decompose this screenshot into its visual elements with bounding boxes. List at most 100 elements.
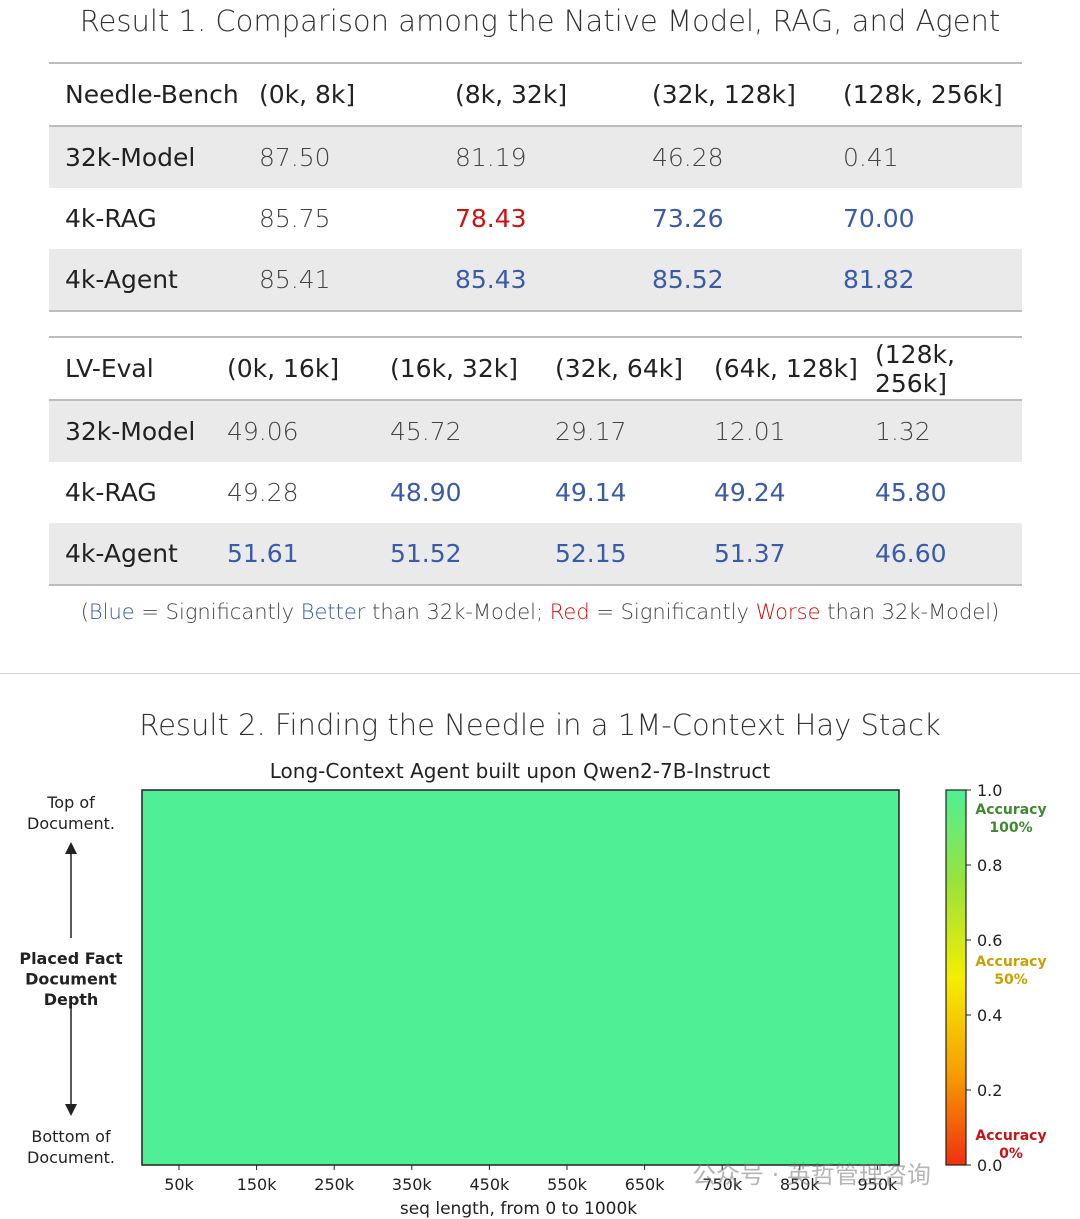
legend-blue: Blue [88, 600, 135, 624]
colorbar-tick-label: 0.2 [977, 1081, 1002, 1100]
row-label: 32k-Model [49, 400, 227, 462]
y-label-bottom: Bottom of [31, 1127, 111, 1146]
colorbar-tick-label: 0.8 [977, 856, 1002, 875]
x-tick-label: 750k [702, 1175, 743, 1194]
column-header: (32k, 64k] [555, 354, 683, 383]
colorbar-annotation: Accuracy [975, 954, 1046, 970]
table-cell: 12.01 [714, 400, 875, 462]
legend-better: Better [300, 600, 366, 624]
table-cell: 48.90 [390, 478, 462, 507]
column-header: (128k, 256k] [843, 80, 1003, 109]
table-cell: 46.60 [875, 523, 1022, 585]
table-header-row: Needle-Bench (0k, 8k] (8k, 32k] (32k, 128k]… [49, 63, 1022, 126]
legend-red: Red [549, 600, 590, 624]
colorbar-annotation: 0% [999, 1146, 1023, 1162]
x-tick-label: 150k [237, 1175, 278, 1194]
row-label: 4k-Agent [49, 523, 227, 585]
colorbar [945, 789, 967, 1166]
x-tick-label: 450k [469, 1175, 510, 1194]
x-tick-label: 350k [392, 1175, 433, 1194]
x-axis-label: seq length, from 0 to 1000k [400, 1199, 637, 1219]
column-header: (16k, 32k] [390, 354, 518, 383]
table-cell: 49.28 [227, 478, 299, 507]
row-label: 4k-RAG [65, 478, 157, 507]
table-cell: 70.00 [843, 204, 915, 233]
result2-title: Result 2. Finding the Needle in a 1M-Con… [139, 708, 941, 742]
column-header: (0k, 8k] [259, 80, 356, 109]
significance-legend: (Blue = Significantly Better than 32k-Mo… [0, 600, 1080, 624]
table-row: 32k-Model 87.50 81.19 46.28 0.41 [49, 126, 1022, 188]
colorbar-tick-label: 0.6 [977, 931, 1002, 950]
y-label-mid: Placed Fact [19, 949, 123, 968]
table-cell: 51.52 [390, 523, 555, 585]
legend-text-3: = Significantly [589, 600, 756, 624]
y-label-mid: Document [25, 970, 117, 989]
arrow-up-icon [65, 842, 77, 854]
table-cell: 49.24 [714, 478, 786, 507]
row-label: 32k-Model [49, 126, 259, 188]
row-label: 4k-Agent [49, 249, 259, 311]
heatmap-chart: Long-Context Agent built upon Qwen2-7B-I… [19, 759, 1046, 1219]
table-cell: 87.50 [259, 126, 455, 188]
legend-text-1: = Significantly [134, 600, 301, 624]
table-cell: 85.43 [455, 249, 652, 311]
column-header: LV-Eval [65, 354, 154, 383]
x-tick-label: 650k [625, 1175, 666, 1194]
table-row: 4k-Agent 51.61 51.52 52.15 51.37 46.60 [49, 523, 1022, 585]
column-header: (8k, 32k] [455, 80, 568, 109]
table-cell: 49.14 [555, 478, 627, 507]
table-cell: 78.43 [455, 204, 527, 233]
colorbar-annotation: 100% [989, 820, 1032, 836]
row-label: 4k-RAG [65, 204, 157, 233]
column-header: (128k, 256k] [875, 339, 955, 398]
x-tick-label: 950k [857, 1175, 898, 1194]
table-row: 4k-RAG 85.75 78.43 73.26 70.00 [49, 188, 1022, 249]
table-cell: 51.61 [227, 523, 390, 585]
y-label-top: Document. [27, 814, 115, 833]
table-cell: 1.32 [875, 400, 1022, 462]
colorbar-tick-label: 1.0 [977, 781, 1002, 800]
x-tick-label: 50k [164, 1175, 194, 1194]
table-cell: 52.15 [555, 523, 714, 585]
table-header-row: LV-Eval (0k, 16k] (16k, 32k] (32k, 64k] (64k… [49, 337, 1022, 400]
y-label-bottom: Document. [27, 1148, 115, 1167]
x-tick-label: 250k [314, 1175, 355, 1194]
table-cell: 51.37 [714, 523, 875, 585]
legend-end: than 32k-Model) [820, 600, 1000, 624]
column-header: (0k, 16k] [227, 354, 340, 383]
section-divider [0, 673, 1080, 674]
table-cell: 49.06 [227, 400, 390, 462]
legend-text-2: than 32k-Model; [365, 600, 550, 624]
y-label-top: Top of [46, 793, 95, 812]
table-cell: 73.26 [652, 204, 724, 233]
colorbar-annotation: 50% [994, 972, 1028, 988]
table-cell: 81.82 [843, 249, 1022, 311]
colorbar-tick-label: 0.0 [977, 1156, 1002, 1175]
arrow-down-icon [65, 1104, 77, 1116]
table-row: 32k-Model 49.06 45.72 29.17 12.01 1.32 [49, 400, 1022, 462]
table-cell: 85.75 [259, 204, 331, 233]
table-cell: 45.72 [390, 400, 555, 462]
colorbar-tick-label: 0.4 [977, 1006, 1002, 1025]
column-header: (32k, 128k] [652, 80, 796, 109]
table-cell: 46.28 [652, 126, 843, 188]
x-tick-label: 850k [780, 1175, 821, 1194]
colorbar-annotation: Accuracy [975, 1128, 1046, 1144]
needle-bench-table: Needle-Bench (0k, 8k] (8k, 32k] (32k, 128k]… [49, 62, 1022, 312]
table-cell: 29.17 [555, 400, 714, 462]
table-cell: 85.52 [652, 249, 843, 311]
table-row: 4k-Agent 85.41 85.43 85.52 81.82 [49, 249, 1022, 311]
legend-open: ( [80, 600, 89, 624]
table-cell: 85.41 [259, 249, 455, 311]
lv-eval-table: LV-Eval (0k, 16k] (16k, 32k] (32k, 64k] (64k… [49, 336, 1022, 586]
table-cell: 45.80 [875, 478, 947, 507]
chart-title: Long-Context Agent built upon Qwen2-7B-I… [270, 759, 771, 783]
column-header: Needle-Bench [65, 80, 239, 109]
y-label-mid: Depth [44, 990, 99, 1009]
legend-worse: Worse [755, 600, 821, 624]
table-cell: 0.41 [843, 126, 1022, 188]
column-header: (64k, 128k] [714, 354, 858, 383]
heatmap-cells [141, 789, 900, 1166]
result1-title: Result 1. Comparison among the Native Mo… [79, 4, 1001, 38]
watermark: 公众号 · 英哲管理咨询 [692, 1161, 931, 1189]
